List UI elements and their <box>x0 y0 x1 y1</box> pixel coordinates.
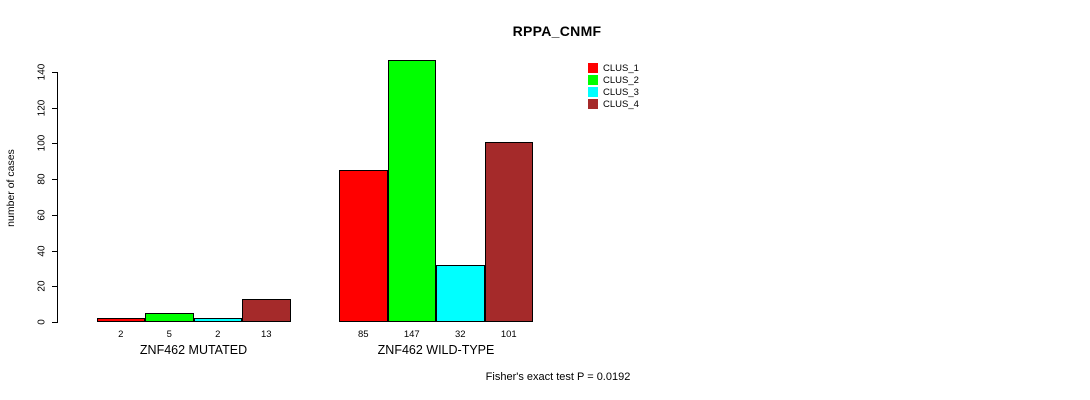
legend-item: CLUS_4 <box>588 98 639 110</box>
legend-label: CLUS_4 <box>603 98 639 110</box>
y-tick-label: 60 <box>36 209 48 221</box>
legend-swatch-clus_2 <box>588 75 598 85</box>
y-tick-mark <box>52 250 57 252</box>
y-tick-label: 80 <box>36 173 48 185</box>
y-tick-mark <box>52 286 57 288</box>
y-tick-mark <box>52 107 57 109</box>
bar-value-label: 101 <box>500 329 517 340</box>
legend: CLUS_1 CLUS_2 CLUS_3 CLUS_4 <box>588 62 639 110</box>
bar-clus_3-group1 <box>193 318 242 322</box>
bar-clus_2-group1 <box>145 313 194 322</box>
legend-swatch-clus_3 <box>588 87 598 97</box>
bar-value-label: 85 <box>357 329 369 340</box>
category-label: ZNF462 WILD-TYPE <box>377 343 495 357</box>
legend-item: CLUS_2 <box>588 74 639 86</box>
bar-clus_4-group2 <box>484 141 533 322</box>
y-tick-label: 0 <box>36 319 48 325</box>
y-axis-line <box>57 72 58 323</box>
y-tick-mark <box>52 214 57 216</box>
bar-value-label: 32 <box>454 329 466 340</box>
legend-label: CLUS_2 <box>603 74 639 86</box>
annotation-text: Fisher's exact test P = 0.0192 <box>485 371 631 383</box>
y-tick-label: 120 <box>36 99 48 117</box>
legend-item: CLUS_3 <box>588 86 639 98</box>
bar-value-label: 2 <box>215 329 221 340</box>
bar-clus_3-group2 <box>436 264 485 322</box>
y-tick-label: 20 <box>36 280 48 292</box>
legend-swatch-clus_1 <box>588 63 598 73</box>
chart-title: RPPA_CNMF <box>512 23 602 39</box>
legend-label: CLUS_3 <box>603 86 639 98</box>
bar-value-label: 147 <box>403 329 420 340</box>
bar-value-label: 2 <box>118 329 124 340</box>
y-tick-mark <box>52 72 57 73</box>
y-tick-mark <box>52 322 57 323</box>
legend-label: CLUS_1 <box>603 62 639 74</box>
bar-clus_2-group2 <box>387 59 436 322</box>
y-tick-label: 40 <box>36 245 48 257</box>
y-tick-label: 100 <box>36 135 48 152</box>
bar-value-label: 5 <box>166 329 172 340</box>
category-label: ZNF462 MUTATED <box>139 343 248 357</box>
bar-value-label: 13 <box>260 329 272 340</box>
legend-item: CLUS_1 <box>588 62 639 74</box>
y-tick-mark <box>52 179 57 181</box>
legend-swatch-clus_4 <box>588 99 598 109</box>
y-tick-label: 140 <box>36 63 48 81</box>
y-tick-mark <box>52 143 57 145</box>
bar-clus_4-group1 <box>242 298 291 322</box>
bar-clus_1-group2 <box>339 170 388 322</box>
bar-clus_1-group1 <box>96 318 145 322</box>
